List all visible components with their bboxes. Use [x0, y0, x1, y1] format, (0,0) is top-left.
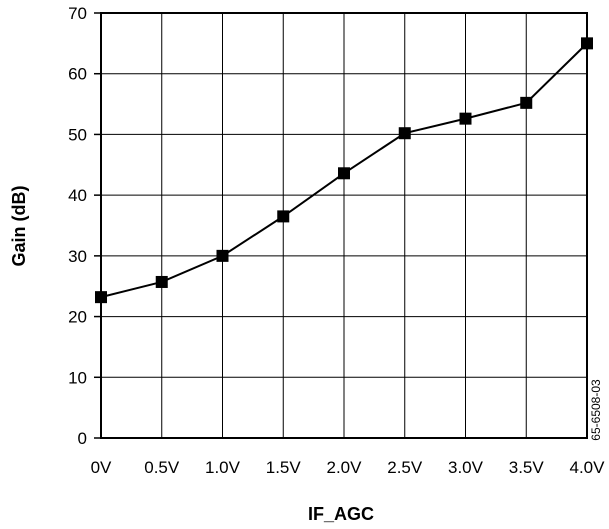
- data-point-marker: [216, 249, 229, 262]
- data-point-marker: [520, 96, 533, 109]
- grid-lines: [100, 12, 588, 439]
- x-tick-label: 1.0V: [205, 458, 241, 477]
- y-tick-label: 70: [68, 4, 87, 23]
- series-gain: [95, 37, 593, 304]
- x-tick-label: 2.5V: [387, 458, 423, 477]
- figure-id-label: 65-6508-03: [589, 379, 603, 441]
- y-tick-label: 60: [68, 65, 87, 84]
- x-tick-label: 2.0V: [327, 458, 363, 477]
- y-tick-label: 40: [68, 186, 87, 205]
- y-tick-label: 20: [68, 308, 87, 327]
- y-tick-label: 30: [68, 247, 87, 266]
- data-point-marker: [338, 167, 350, 180]
- tick-labels: 0 10 20 30 40 50 60 70 0V 0.5V 1.0V 1.5V 2.0V 2.5V 3.0…: [68, 4, 605, 477]
- x-tick-label: 0V: [91, 458, 112, 477]
- y-axis-title: Gain (dB): [9, 186, 29, 267]
- x-tick-label: 3.0V: [448, 458, 484, 477]
- x-tick-label: 3.5V: [509, 458, 545, 477]
- x-tick-label: 1.5V: [266, 458, 302, 477]
- x-axis-title: IF_AGC: [308, 504, 374, 524]
- data-point-marker: [398, 127, 411, 140]
- data-point-marker: [581, 37, 593, 50]
- y-tick-label: 10: [68, 368, 87, 387]
- x-tick-label: 0.5V: [144, 458, 180, 477]
- data-point-marker: [459, 112, 472, 125]
- data-point-marker: [277, 210, 290, 223]
- axes: [94, 12, 588, 439]
- data-point-marker: [155, 275, 168, 288]
- x-tick-label: 4.0V: [570, 458, 606, 477]
- data-point-marker: [95, 291, 107, 304]
- y-tick-label: 50: [68, 125, 87, 144]
- plot-frame: [100, 12, 588, 439]
- y-tick-label: 0: [78, 429, 87, 448]
